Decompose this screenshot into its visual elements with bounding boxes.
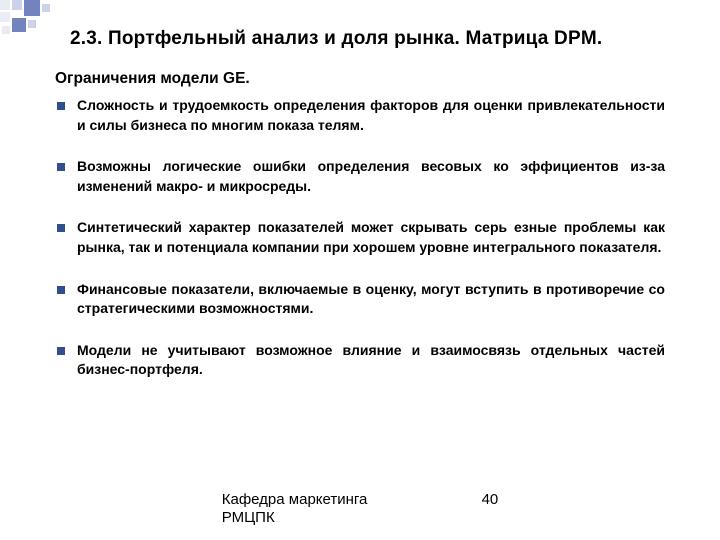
slide-title: 2.3. Портфельный анализ и доля рынка. Ма… [70, 28, 690, 50]
footer-dept-line2: РМЦПК [222, 509, 275, 526]
list-item: Сложность и трудоемкость определения фак… [55, 96, 665, 135]
subheading: Ограничения модели GE. [55, 70, 665, 88]
footer-department: Кафедра маркетинга РМЦПК [222, 491, 368, 529]
slide-footer: Кафедра маркетинга РМЦПК 40 [0, 491, 720, 529]
list-item: Финансовые показатели, включаемые в оцен… [55, 280, 665, 319]
list-item: Синтетический характер показателей может… [55, 218, 665, 257]
list-item: Модели не учитывают возможное влияние и … [55, 341, 665, 380]
page-number: 40 [482, 491, 499, 508]
slide-body: Ограничения модели GE. Сложность и трудо… [55, 70, 665, 402]
bullet-list: Сложность и трудоемкость определения фак… [55, 96, 665, 380]
slide: 2.3. Портфельный анализ и доля рынка. Ма… [0, 0, 720, 540]
list-item: Возможны логические ошибки определения в… [55, 157, 665, 196]
footer-dept-line1: Кафедра маркетинга [222, 491, 368, 508]
